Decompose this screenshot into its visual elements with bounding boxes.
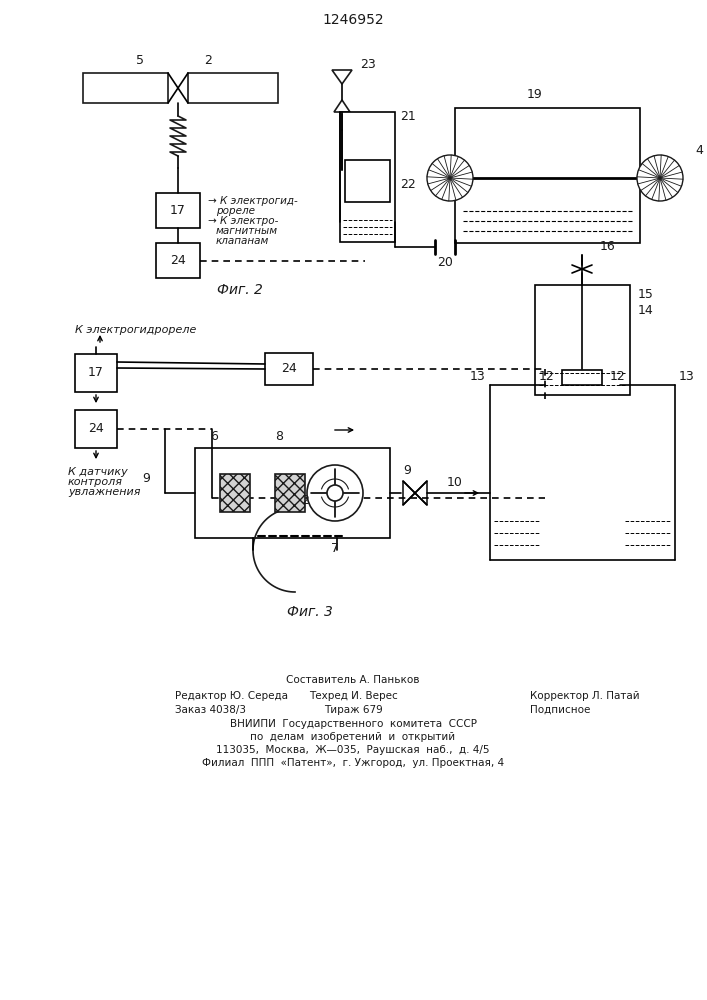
Text: Фиг. 2: Фиг. 2 xyxy=(217,283,263,297)
Text: клапанам: клапанам xyxy=(216,236,269,246)
Text: К датчику: К датчику xyxy=(68,467,128,477)
Polygon shape xyxy=(188,73,278,103)
Bar xyxy=(156,243,200,278)
Bar xyxy=(156,193,200,228)
Bar xyxy=(345,160,390,202)
Text: ВНИИПИ  Государственного  комитета  СССР: ВНИИПИ Государственного комитета СССР xyxy=(230,719,477,729)
Text: Филиал  ППП  «Патент»,  г. Ужгород,  ул. Проектная, 4: Филиал ППП «Патент», г. Ужгород, ул. Про… xyxy=(202,758,504,768)
Bar xyxy=(220,474,250,512)
Text: 10: 10 xyxy=(447,477,463,489)
Text: увлажнения: увлажнения xyxy=(68,487,141,497)
Text: 20: 20 xyxy=(437,256,453,269)
Text: 12: 12 xyxy=(538,370,554,383)
Text: 8: 8 xyxy=(275,430,283,442)
Text: рореле: рореле xyxy=(216,206,255,216)
Text: Корректор Л. Патай: Корректор Л. Патай xyxy=(530,691,640,701)
Text: 17: 17 xyxy=(88,366,104,379)
Bar xyxy=(195,448,390,538)
Polygon shape xyxy=(415,481,427,505)
Bar xyxy=(265,353,313,385)
Text: → К электрогид-: → К электрогид- xyxy=(208,196,298,206)
Bar xyxy=(275,474,305,512)
Text: Подписное: Подписное xyxy=(530,705,590,715)
Bar xyxy=(535,285,630,395)
Text: 2: 2 xyxy=(301,493,309,506)
Text: 23: 23 xyxy=(360,58,375,72)
Text: магнитным: магнитным xyxy=(216,226,278,236)
Text: 9: 9 xyxy=(403,464,411,478)
Text: 1246952: 1246952 xyxy=(322,13,384,27)
Text: Техред И. Верес: Техред И. Верес xyxy=(309,691,397,701)
Bar xyxy=(340,112,395,242)
Text: 2: 2 xyxy=(204,53,212,66)
Text: контроля: контроля xyxy=(68,477,123,487)
Text: 17: 17 xyxy=(170,205,186,218)
Text: 5: 5 xyxy=(136,53,144,66)
Text: 24: 24 xyxy=(281,362,297,375)
Text: 13: 13 xyxy=(470,370,486,383)
Text: 7: 7 xyxy=(331,542,339,554)
Polygon shape xyxy=(334,100,350,112)
Text: 9: 9 xyxy=(142,472,150,485)
Text: 14: 14 xyxy=(638,304,654,316)
Text: 21: 21 xyxy=(400,110,416,123)
Text: Составитель А. Паньков: Составитель А. Паньков xyxy=(286,675,420,685)
Text: 12: 12 xyxy=(610,370,626,383)
Text: 15: 15 xyxy=(638,288,654,302)
Text: Тираж 679: Тираж 679 xyxy=(324,705,382,715)
Circle shape xyxy=(637,155,683,201)
Text: 24: 24 xyxy=(170,254,186,267)
Text: 13: 13 xyxy=(679,370,695,383)
Circle shape xyxy=(327,485,343,501)
Text: по  делам  изобретений  и  открытий: по делам изобретений и открытий xyxy=(250,732,455,742)
Text: 22: 22 xyxy=(400,178,416,190)
Bar xyxy=(75,354,117,392)
Text: 4: 4 xyxy=(695,143,703,156)
Text: 24: 24 xyxy=(88,422,104,436)
Text: Фиг. 3: Фиг. 3 xyxy=(287,605,333,619)
Text: 19: 19 xyxy=(527,88,543,101)
Bar xyxy=(75,410,117,448)
Polygon shape xyxy=(83,73,168,103)
Circle shape xyxy=(427,155,473,201)
Text: 6: 6 xyxy=(210,430,218,442)
Text: Редактор Ю. Середа: Редактор Ю. Середа xyxy=(175,691,288,701)
Polygon shape xyxy=(403,481,415,505)
Circle shape xyxy=(307,465,363,521)
Polygon shape xyxy=(332,70,352,84)
Text: Заказ 4038/3: Заказ 4038/3 xyxy=(175,705,246,715)
Text: 113035,  Москва,  Ж—035,  Раушская  наб.,  д. 4/5: 113035, Москва, Ж—035, Раушская наб., д.… xyxy=(216,745,490,755)
Bar xyxy=(455,108,640,243)
Text: 16: 16 xyxy=(600,240,616,253)
Text: К электрогидрореле: К электрогидрореле xyxy=(75,325,197,335)
Bar xyxy=(562,370,602,385)
Text: → К электро-: → К электро- xyxy=(208,216,279,226)
